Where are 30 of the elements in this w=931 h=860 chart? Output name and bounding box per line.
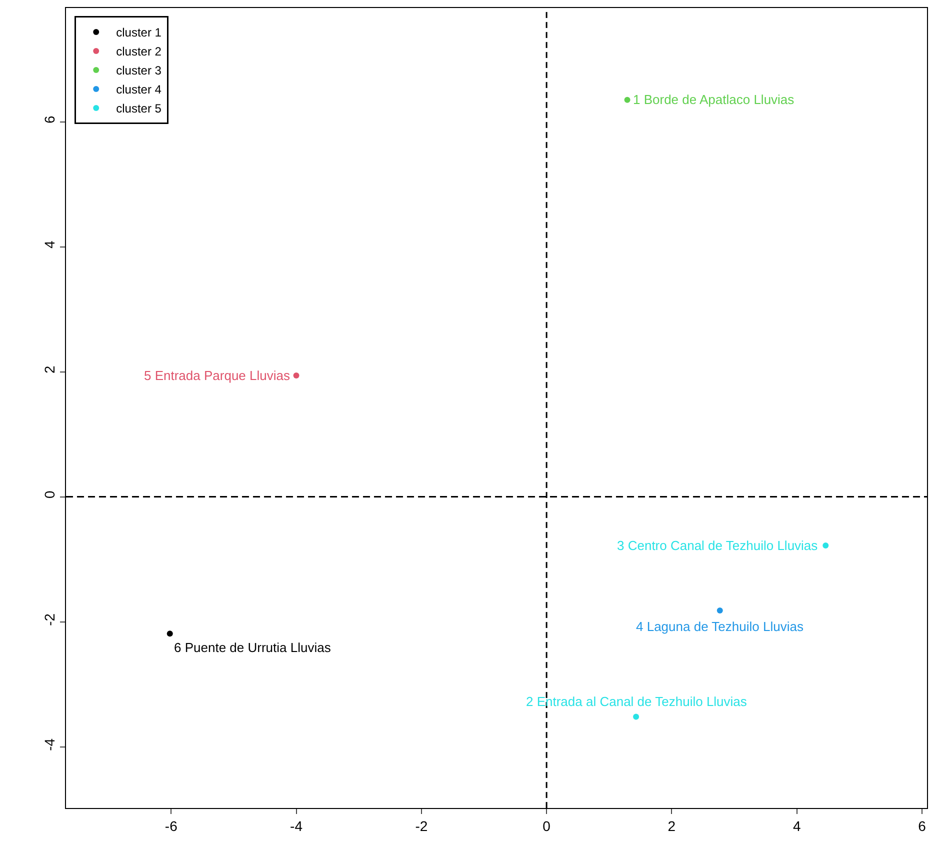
x-tick-label: -6 — [164, 818, 178, 834]
annotation: 6 Puente de Urrutia Lluvias — [174, 640, 332, 655]
legend-label: cluster 1 — [116, 26, 162, 40]
point — [166, 630, 173, 637]
point — [293, 372, 300, 378]
annotation: 4 Laguna de Tezhuilo Lluvias — [636, 619, 804, 634]
x-tick-label: 6 — [918, 818, 926, 834]
point — [822, 542, 829, 548]
y-tick-label: 0 — [41, 490, 58, 499]
x-tick-label: 4 — [792, 818, 801, 834]
legend-label: cluster 5 — [116, 102, 162, 116]
point — [633, 714, 640, 720]
annotation: 2 Entrada al Canal de Tezhuilo Lluvias — [526, 694, 748, 709]
y-tick-label: 4 — [41, 240, 58, 249]
legend-label: cluster 2 — [116, 44, 162, 59]
legend-label: cluster 3 — [116, 64, 162, 78]
point — [716, 608, 723, 614]
x-tick-label: 2 — [668, 818, 676, 834]
x-tick-label: -2 — [415, 818, 428, 834]
y-tick-label: -2 — [41, 613, 58, 626]
x-tick-label: -4 — [290, 818, 303, 834]
legend-label: cluster 4 — [116, 82, 162, 97]
y-tick-label: 2 — [41, 366, 58, 374]
annotation: 5 Entrada Parque Lluvias — [144, 368, 290, 383]
annotation: 3 Centro Canal de Tezhuilo Lluvias — [617, 538, 818, 553]
x-tick-label: 0 — [542, 818, 551, 834]
y-tick-label: 6 — [41, 116, 58, 124]
annotation: 1 Borde de Apatlaco Lluvias — [633, 92, 795, 107]
point — [624, 96, 630, 103]
y-tick-label: -4 — [41, 738, 58, 751]
